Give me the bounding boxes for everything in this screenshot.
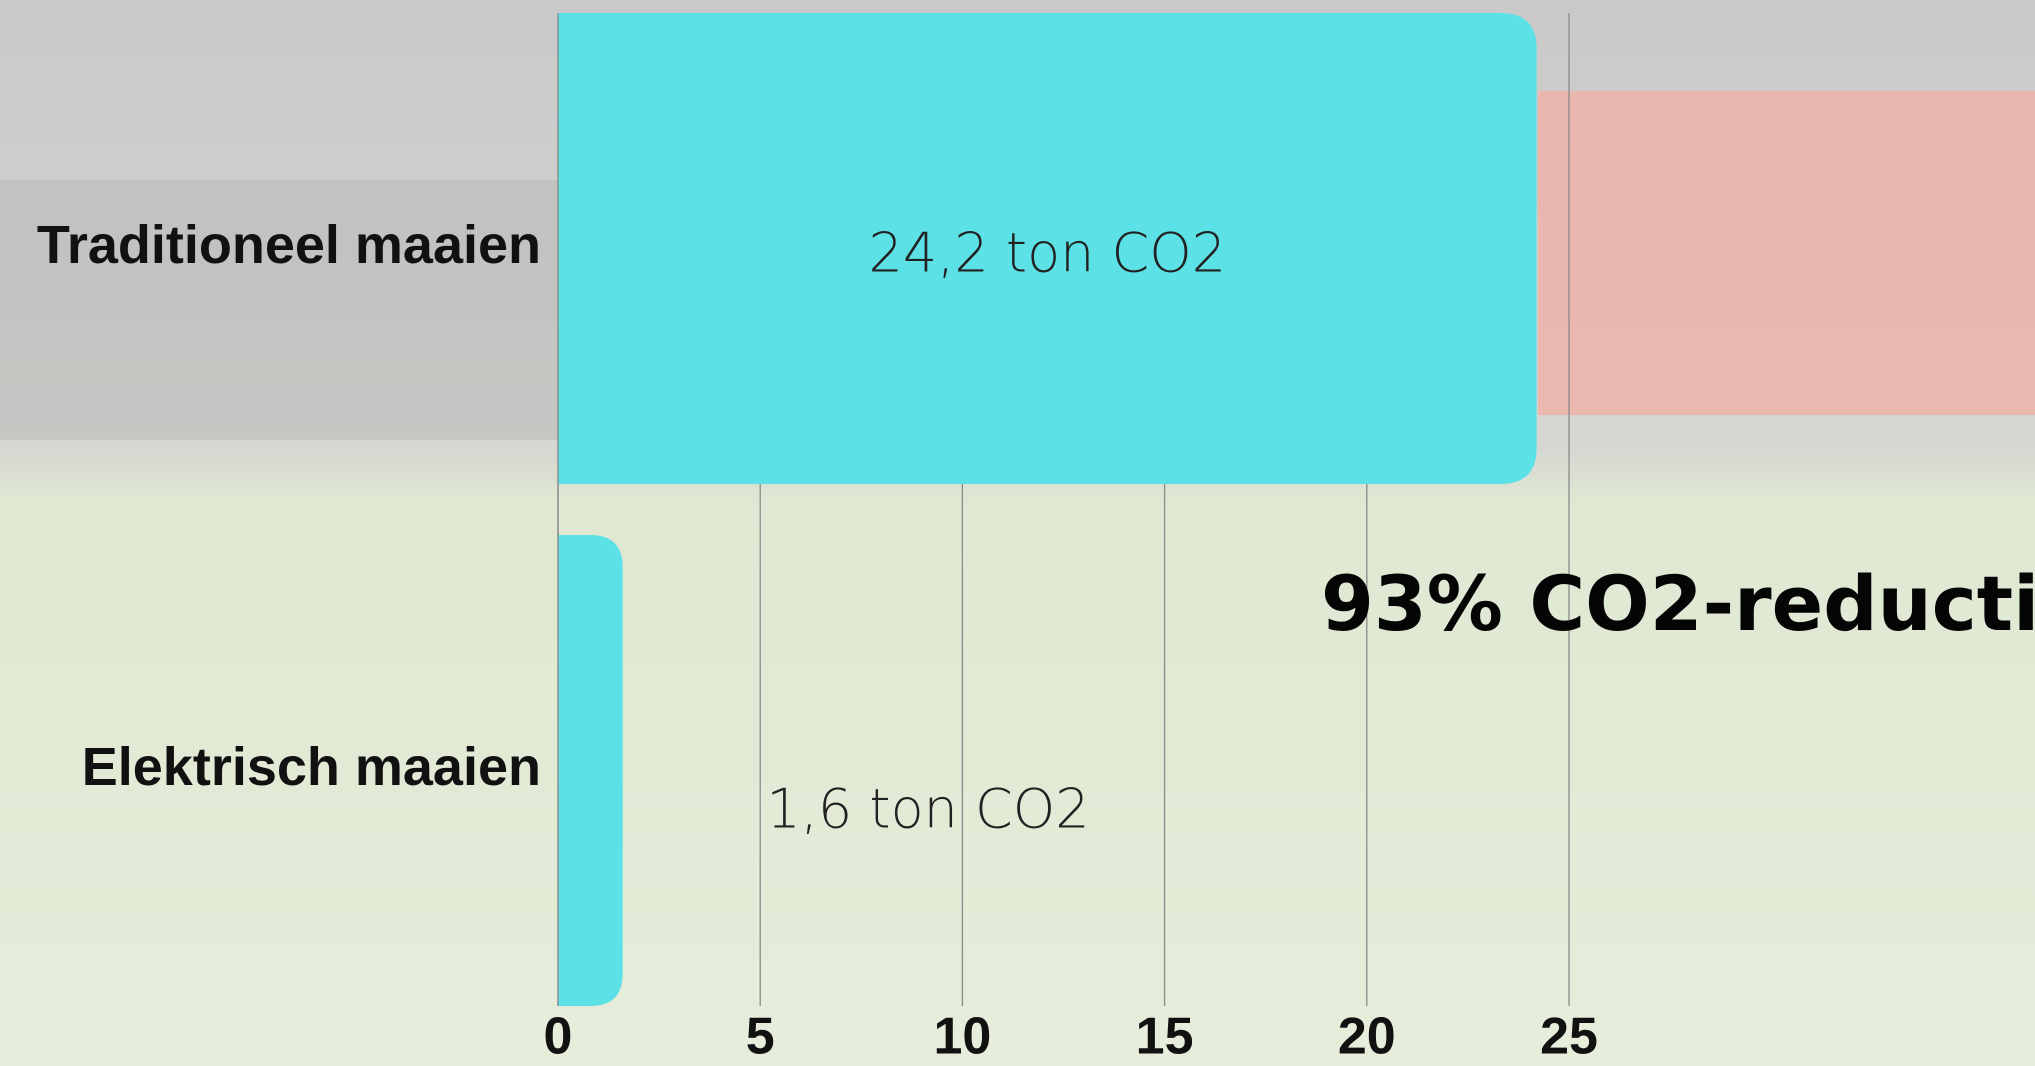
category-label: Traditioneel maaien [37,215,541,275]
annotation: 93% CO2-reductie! [1321,559,2035,648]
x-tick-label: 10 [933,1008,991,1066]
category-label: Elektrisch maaien [82,737,541,797]
bar [558,13,1537,484]
background-banner [0,180,560,440]
bar [558,535,623,1006]
x-tick-label: 20 [1338,1008,1396,1066]
x-tick-label: 5 [746,1008,775,1066]
value-label: 1,6 ton CO2 [766,777,1089,840]
x-tick-label: 0 [544,1008,573,1066]
x-tick-label: 25 [1540,1008,1598,1066]
x-tick-label: 15 [1136,1008,1194,1066]
value-label: 24,2 ton CO2 [869,221,1227,284]
background-banner [1538,91,2035,415]
